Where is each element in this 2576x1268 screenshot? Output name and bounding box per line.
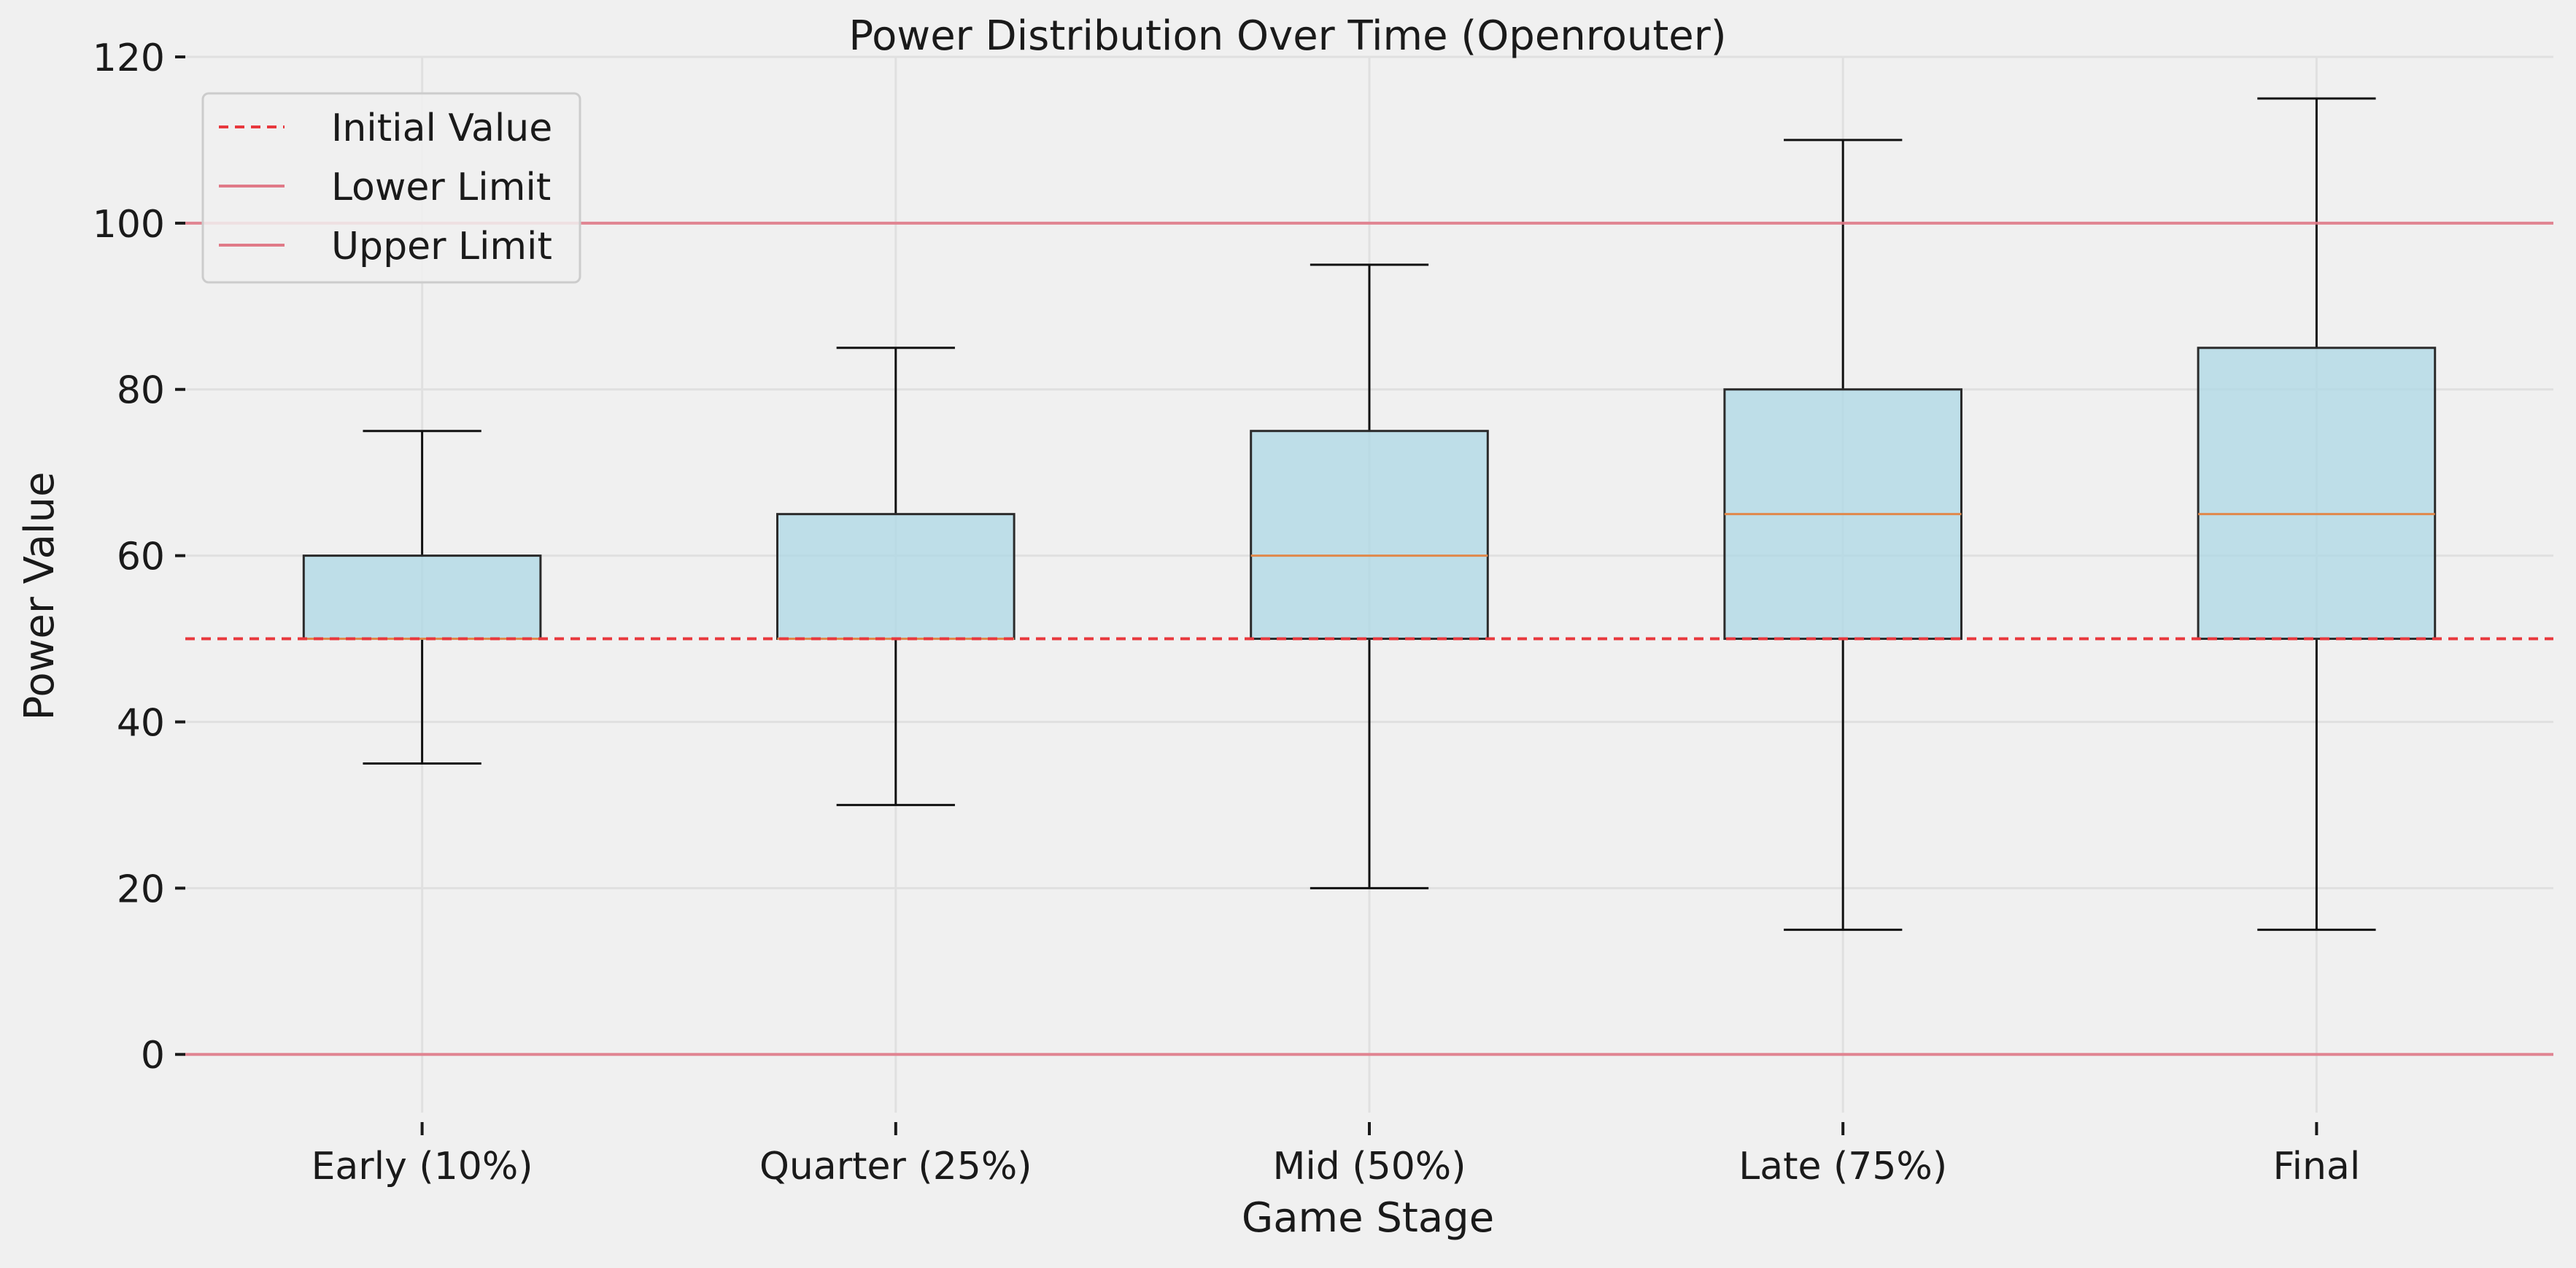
box-plot-3	[1250, 263, 1489, 889]
box-plot-5	[2197, 97, 2437, 931]
y-tick-label: 80	[117, 369, 165, 413]
x-tick-label: Late (75%)	[1738, 1145, 1947, 1188]
legend: Initial Value Lower Limit Upper Limit	[201, 92, 581, 284]
box-plot-2	[776, 347, 1016, 806]
x-tick-label: Quarter (25%)	[759, 1145, 1032, 1188]
legend-label: Upper Limit	[331, 225, 552, 268]
x-tick-label: Early (10%)	[312, 1145, 533, 1188]
box-body	[2197, 347, 2437, 641]
box-plot-1	[302, 430, 542, 765]
legend-frame	[201, 92, 581, 284]
box-body	[302, 554, 542, 641]
y-tick-label: 0	[141, 1034, 165, 1078]
axes: 0 20 40 60 80 100 120 Early (10%) Quarter (25%) M…	[93, 36, 2361, 1188]
legend-label: Lower Limit	[331, 166, 551, 209]
y-tick-label: 60	[117, 536, 165, 579]
y-tick-label: 120	[93, 36, 165, 80]
box-body	[1250, 430, 1489, 641]
y-axis-label: Power Value	[16, 472, 63, 721]
box-plot-4	[1723, 139, 1962, 931]
y-tick-label: 40	[117, 701, 165, 745]
box-body	[776, 513, 1016, 641]
legend-label: Initial Value	[331, 107, 552, 150]
x-tick-label: Final	[2273, 1145, 2360, 1188]
chart-title: Power Distribution Over Time (Openrouter…	[848, 12, 1726, 60]
x-tick-label: Mid (50%)	[1272, 1145, 1466, 1188]
y-tick-label: 20	[117, 867, 165, 911]
y-tick-label: 100	[93, 203, 165, 247]
x-axis-label: Game Stage	[1242, 1194, 1494, 1242]
